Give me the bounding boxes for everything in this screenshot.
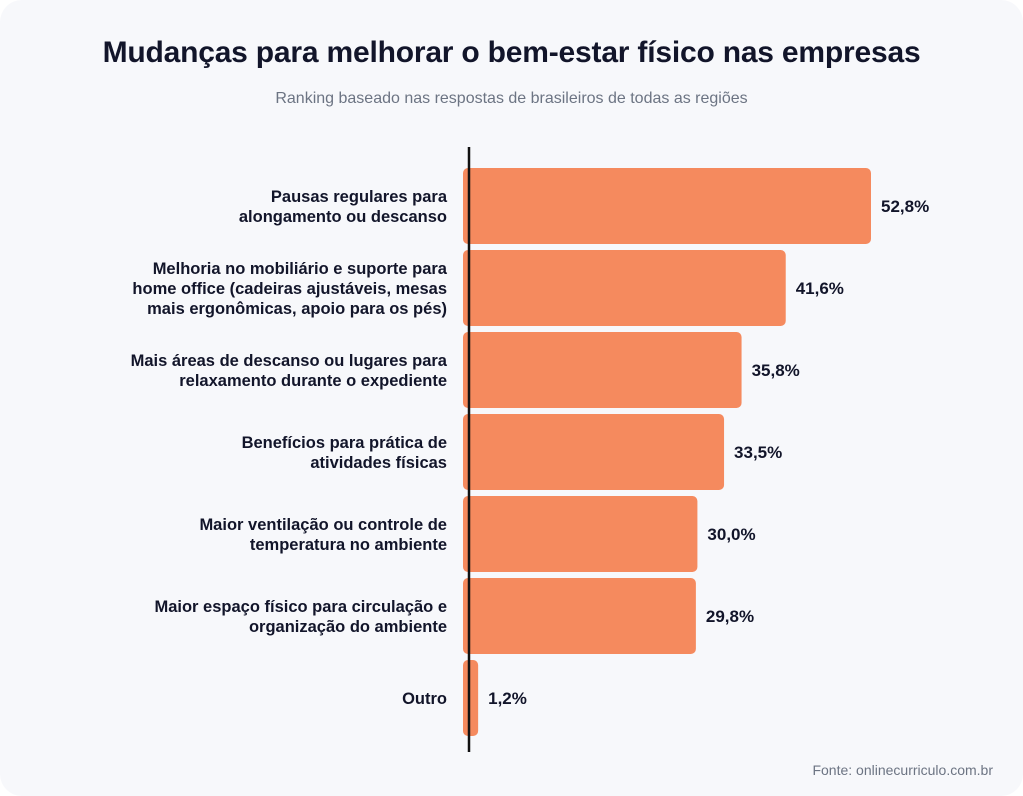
category-label-line: alongamento ou descanso — [239, 208, 447, 226]
bar-value-label: 1,2% — [488, 689, 527, 708]
category-label-line: home office (cadeiras ajustáveis, mesas — [132, 280, 447, 298]
bar — [463, 250, 786, 326]
bar-value-label: 41,6% — [796, 279, 844, 298]
category-label-line: Benefícios para prática de — [242, 434, 447, 452]
category-label-line: Mais áreas de descanso ou lugares para — [131, 352, 448, 370]
category-label-line: organização do ambiente — [249, 618, 447, 636]
category-label-line: Maior espaço físico para circulação e — [154, 598, 447, 616]
category-label: Maior ventilação ou controle de temperatu… — [199, 516, 447, 554]
bar — [463, 332, 742, 408]
category-label: Melhoria no mobiliário e suporte para hom… — [132, 260, 447, 318]
category-label-line: atividades físicas — [310, 454, 447, 472]
category-label: Mais áreas de descanso ou lugares para re… — [131, 352, 448, 390]
category-label-line: Maior ventilação ou controle de — [199, 516, 447, 534]
category-label: Benefícios para prática de atividades fís… — [242, 434, 447, 472]
bar — [463, 496, 698, 572]
bar — [463, 578, 696, 654]
category-label-line: mais ergonômicas, apoio para os pés) — [147, 300, 447, 318]
category-label: Outro — [402, 690, 447, 708]
category-label-line: Outro — [402, 690, 447, 708]
bar-value-label: 33,5% — [734, 443, 782, 462]
category-label-line: temperatura no ambiente — [250, 536, 447, 554]
bar-value-label: 35,8% — [752, 361, 800, 380]
bar — [463, 168, 871, 244]
chart-subtitle: Ranking baseado nas respostas de brasile… — [275, 90, 748, 107]
category-label: Pausas regulares para alongamento ou desc… — [239, 188, 448, 226]
bar-value-label: 52,8% — [881, 197, 929, 216]
category-label: Maior espaço físico para circulação e org… — [154, 598, 447, 636]
source-note: Fonte: onlinecurriculo.com.br — [812, 762, 993, 778]
category-label-line: Pausas regulares para — [271, 188, 448, 206]
category-label-line: relaxamento durante o expediente — [179, 372, 447, 390]
bar-value-label: 29,8% — [706, 607, 754, 626]
bar — [463, 660, 479, 736]
bar-value-label: 30,0% — [707, 525, 755, 544]
category-label-line: Melhoria no mobiliário e suporte para — [153, 260, 448, 278]
chart-title: Mudanças para melhorar o bem-estar físic… — [102, 36, 921, 69]
bar — [463, 414, 725, 490]
